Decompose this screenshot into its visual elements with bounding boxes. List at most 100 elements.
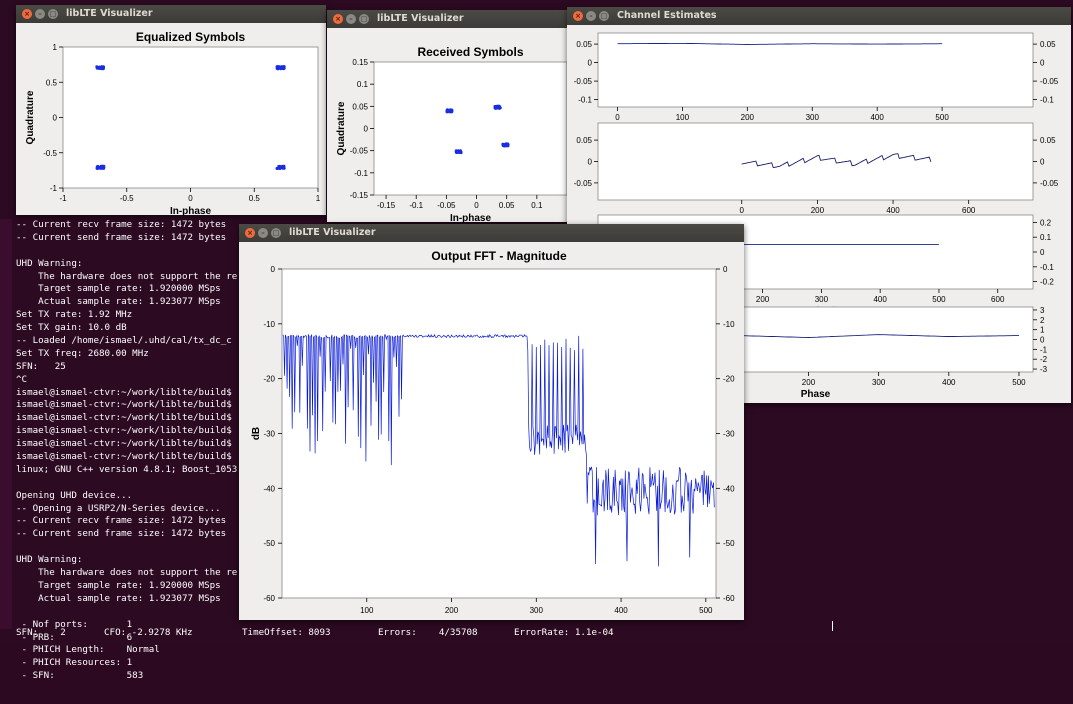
y-tick-label: 0.2	[1040, 218, 1052, 227]
terminal-line: -- Current recv frame size: 1472 bytes	[16, 219, 227, 230]
minimize-icon[interactable]: –	[258, 228, 268, 238]
status-errors: Errors: 4/35708	[378, 627, 478, 638]
terminal-line	[16, 606, 237, 619]
y-tick-label: -0.5	[43, 149, 57, 158]
x-tick-label: 200	[811, 206, 825, 215]
y-tick-label: -20	[263, 375, 275, 384]
chart-title: Received Symbols	[417, 45, 523, 59]
x-tick-label: -0.05	[437, 201, 456, 210]
x-tick-label: 0	[740, 206, 745, 215]
x-tick-label: 0	[474, 201, 479, 210]
maximize-icon[interactable]: □	[359, 14, 369, 24]
titlebar[interactable]: × – □ libLTE Visualizer	[327, 10, 572, 28]
status-sfn: SFN: 2	[16, 627, 66, 638]
fft-series-line	[282, 333, 715, 567]
terminal-line: Actual sample rate: 1.923077 MSps	[16, 592, 221, 604]
y-tick-label: -0.05	[574, 77, 593, 86]
x-axis-label: Phase	[801, 389, 831, 400]
status-time-offset: TimeOffset: 8093	[242, 627, 331, 638]
y-tick-label: 0	[364, 125, 369, 134]
data-point	[494, 107, 498, 110]
minimize-icon[interactable]: –	[346, 14, 356, 24]
y-tick-label: 0.05	[576, 40, 592, 49]
x-tick-label: 300	[806, 113, 820, 122]
text-cursor	[832, 621, 833, 631]
y-tick-label: -0.05	[1040, 179, 1059, 188]
terminal-line	[16, 541, 237, 554]
terminal-line: UHD Warning:	[16, 257, 83, 269]
y-axis-label: dB	[251, 427, 262, 440]
terminal-line: -- Current send frame size: 1472 bytes	[16, 231, 227, 243]
terminal-line: The hardware does not support the re	[16, 270, 238, 282]
terminal-line: ismael@ismael-ctvr:~/work/liblte/build$	[16, 451, 232, 463]
terminal-line: Target sample rate: 1.920000 MSps	[16, 579, 221, 591]
y-tick-label: 0	[1040, 248, 1045, 257]
y-axis-label: Quadrature	[336, 101, 347, 155]
received-plot: Received SymbolsIn-phaseQuadrature-0.15-…	[336, 45, 568, 222]
data-point	[99, 166, 102, 170]
minimize-icon[interactable]: –	[586, 11, 596, 21]
received-window[interactable]: × – □ libLTE Visualizer Received Symbols…	[327, 10, 572, 222]
data-point	[502, 144, 506, 148]
terminal-line: - PRB: 6	[16, 631, 133, 643]
equalized-window[interactable]: × – □ libLTE Visualizer Equalized Symbol…	[16, 5, 326, 215]
window-title: libLTE Visualizer	[66, 8, 153, 19]
maximize-icon[interactable]: □	[48, 9, 58, 19]
titlebar[interactable]: × – □ libLTE Visualizer	[16, 5, 326, 23]
y-tick-label: 0	[588, 59, 593, 68]
terminal-line: Set TX gain: 10.0 dB	[16, 322, 127, 334]
x-tick-label: 400	[886, 206, 900, 215]
x-tick-label: 300	[530, 606, 544, 615]
data-point	[96, 165, 100, 169]
x-tick-label: 200	[445, 606, 459, 615]
chart-title: Equalized Symbols	[136, 30, 246, 44]
y-tick-label: -2	[1040, 355, 1048, 364]
data-point	[496, 105, 500, 108]
terminal-line: Actual sample rate: 1.923077 MSps	[16, 296, 221, 308]
fft-window[interactable]: × – □ libLTE Visualizer Output FFT - Mag…	[239, 224, 744, 620]
terminal-line: ismael@ismael-ctvr:~/work/liblte/build$	[16, 425, 232, 437]
terminal-line: ismael@ismael-ctvr:~/work/liblte/build$	[16, 438, 232, 450]
y-tick-label: 0	[1040, 158, 1045, 167]
x-tick-label: 400	[614, 606, 628, 615]
data-point	[282, 166, 285, 170]
terminal-line: -- Opening a USRP2/N-Series device...	[16, 502, 221, 514]
y-tick-label: 0.05	[1040, 40, 1056, 49]
data-point	[506, 144, 510, 148]
y-tick-label: -3	[1040, 365, 1048, 374]
minimize-icon[interactable]: –	[35, 9, 45, 19]
x-tick-label: 0.05	[499, 201, 515, 210]
y-tick-label: 2	[1040, 316, 1045, 325]
plot-canvas	[281, 268, 717, 599]
data-point	[101, 164, 104, 168]
x-tick-label: 1	[316, 194, 321, 203]
terminal-line: The hardware does not support the re	[16, 567, 238, 579]
data-point	[275, 166, 279, 170]
x-tick-label: 400	[873, 295, 887, 304]
terminal-line: SFN: 25	[16, 360, 66, 372]
data-point	[277, 164, 281, 168]
close-icon[interactable]: ×	[245, 228, 255, 238]
y-tick-label: 0.1	[357, 80, 369, 89]
terminal-line: -- Current send frame size: 1472 bytes	[16, 528, 227, 540]
titlebar[interactable]: × – □ Channel Estimates	[567, 7, 1071, 25]
terminal-line: - PHICH Resources: 1	[16, 657, 133, 669]
x-axis-label: In-phase	[450, 213, 492, 222]
x-tick-label: 0	[615, 113, 620, 122]
x-tick-label: 500	[699, 606, 713, 615]
terminal-line: ismael@ismael-ctvr:~/work/liblte/build$	[16, 412, 232, 424]
maximize-icon[interactable]: □	[271, 228, 281, 238]
series-line	[617, 42, 943, 45]
close-icon[interactable]: ×	[573, 11, 583, 21]
x-tick-label: 600	[962, 206, 976, 215]
maximize-icon[interactable]: □	[599, 11, 609, 21]
close-icon[interactable]: ×	[333, 14, 343, 24]
titlebar[interactable]: × – □ libLTE Visualizer	[239, 224, 744, 242]
terminal-line: UHD Warning:	[16, 554, 83, 566]
y-tick-label: -40	[263, 484, 275, 493]
series-line	[741, 153, 932, 169]
y-tick-label: 3	[1040, 306, 1045, 315]
close-icon[interactable]: ×	[22, 9, 32, 19]
y-tick-label: -1	[1040, 345, 1048, 354]
y-tick-label: 1	[1040, 326, 1045, 335]
